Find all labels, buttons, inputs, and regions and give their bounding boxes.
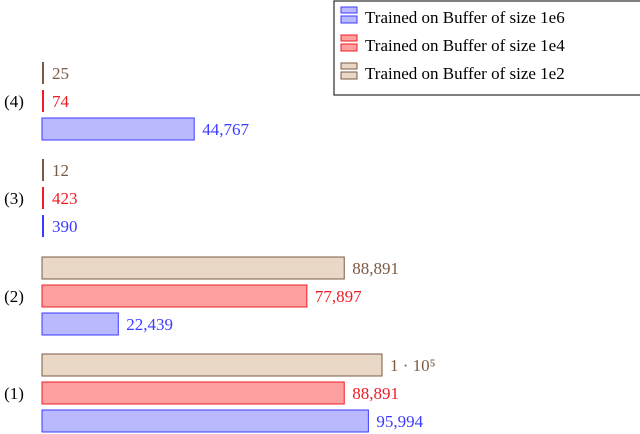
legend-swatch-top-trained-on-buffer-of-size-1e2: [340, 62, 358, 70]
value-label-trained-on-buffer-of-size-1e6-2: 22,439: [126, 315, 173, 334]
legend-swatch-trained-on-buffer-of-size-1e2: [340, 71, 358, 80]
bar-trained-on-buffer-of-size-1e2-2: [41, 256, 345, 280]
legend-label-trained-on-buffer-of-size-1e2: Trained on Buffer of size 1e2: [365, 64, 565, 83]
value-label-trained-on-buffer-of-size-1e4-3: 423: [52, 189, 78, 208]
bar-trained-on-buffer-of-size-1e6-4: [41, 117, 195, 141]
bar-trained-on-buffer-of-size-1e2-1: [41, 353, 383, 377]
legend-box: [333, 0, 640, 96]
value-label-trained-on-buffer-of-size-1e4-4: 74: [52, 92, 70, 111]
value-label-trained-on-buffer-of-size-1e4-2: 77,897: [315, 287, 362, 306]
value-label-trained-on-buffer-of-size-1e6-1: 95,994: [376, 412, 423, 431]
legend-label-trained-on-buffer-of-size-1e4: Trained on Buffer of size 1e4: [365, 36, 565, 55]
bar-trained-on-buffer-of-size-1e6-1: [41, 409, 369, 433]
legend-swatch-trained-on-buffer-of-size-1e6: [340, 15, 358, 24]
value-label-trained-on-buffer-of-size-1e2-2: 88,891: [352, 259, 399, 278]
value-label-trained-on-buffer-of-size-1e2-4: 25: [52, 64, 69, 83]
value-label-trained-on-buffer-of-size-1e6-4: 44,767: [202, 120, 249, 139]
bar-trained-on-buffer-of-size-1e4-2: [41, 284, 308, 308]
bar-trained-on-buffer-of-size-1e6-2: [41, 312, 119, 336]
value-label-trained-on-buffer-of-size-1e2-1: 1 · 10⁵: [390, 356, 436, 375]
category-label-1: (1): [4, 384, 24, 403]
legend-swatch-top-trained-on-buffer-of-size-1e6: [340, 6, 358, 14]
category-label-2: (2): [4, 287, 24, 306]
bars-layer: (4) 25 74 44,767 (3) 12 423 390 (2) 88,891 77,897 2…: [4, 62, 436, 433]
bar-trained-on-buffer-of-size-1e4-1: [41, 381, 345, 405]
category-label-3: (3): [4, 189, 24, 208]
value-label-trained-on-buffer-of-size-1e2-3: 12: [52, 161, 69, 180]
legend-label-trained-on-buffer-of-size-1e6: Trained on Buffer of size 1e6: [365, 8, 565, 27]
value-label-trained-on-buffer-of-size-1e4-1: 88,891: [352, 384, 399, 403]
legend-swatch-trained-on-buffer-of-size-1e4: [340, 43, 358, 52]
legend: Trained on Buffer of size 1e6 Trained on …: [333, 0, 640, 96]
value-label-trained-on-buffer-of-size-1e6-3: 390: [52, 217, 78, 236]
legend-swatch-top-trained-on-buffer-of-size-1e4: [340, 34, 358, 42]
category-label-4: (4): [4, 92, 24, 111]
